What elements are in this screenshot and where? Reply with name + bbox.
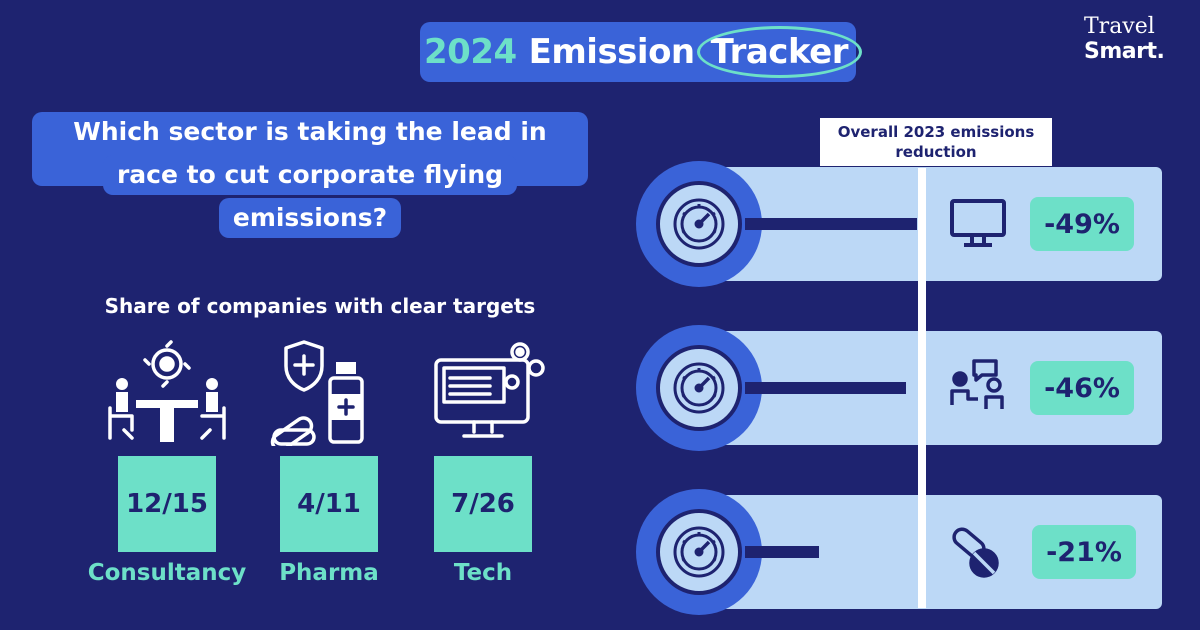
question-line: emissions? (218, 198, 402, 238)
sector-label: Tech (453, 560, 513, 586)
meeting-icon (108, 340, 226, 442)
monitor-icon (946, 191, 1010, 255)
gauge-icon (673, 198, 725, 250)
gauge-badge (636, 489, 762, 615)
title-word: Emission (528, 32, 696, 72)
title-circled-word: Tracker (696, 26, 863, 78)
question-line: race to cut corporate flying (102, 155, 518, 195)
gauge-icon (673, 362, 725, 414)
sector-value: 12/15 (118, 456, 216, 552)
pills-icon (946, 519, 1010, 583)
sector-consultancy: 12/15 Consultancy (82, 338, 252, 586)
sector-label: Consultancy (87, 560, 247, 586)
gauge-badge (636, 161, 762, 287)
chart-bar (745, 218, 917, 230)
gauge-ring (656, 345, 742, 431)
chart-axis-line (918, 168, 926, 608)
sector-tech: 7/26 Tech (398, 338, 568, 586)
gauge-ring (656, 181, 742, 267)
computer-icon (434, 342, 545, 438)
chart-bar (745, 382, 906, 394)
brand-logo: Travel Smart. (1084, 14, 1192, 64)
gauge-ring (656, 509, 742, 595)
title-banner: 2024 Emission Tracker (420, 22, 863, 82)
gauge-icon (673, 526, 725, 578)
gauge-badge (636, 325, 762, 451)
brand-logo-top: Travel (1084, 14, 1155, 39)
chart-bar (745, 546, 819, 558)
chart-title: Overall 2023 emissions reduction (820, 118, 1052, 166)
sector-value: 7/26 (434, 456, 532, 552)
chart-data-label: -49% (1030, 197, 1134, 251)
sector-label: Pharma (279, 560, 379, 586)
question-block: Which sector is taking the lead in the r… (32, 112, 588, 241)
title-year: 2024 (424, 32, 517, 72)
brand-logo-bottom: Smart. (1084, 39, 1165, 64)
sector-pharma: 4/11 Pharma (244, 338, 414, 586)
chart-data-label: -21% (1032, 525, 1136, 579)
sector-value: 4/11 (280, 456, 378, 552)
chart-data-label: -46% (1030, 361, 1134, 415)
share-title: Share of companies with clear targets (104, 294, 536, 318)
consultation-icon (946, 355, 1010, 419)
pharma-icon (270, 340, 364, 446)
